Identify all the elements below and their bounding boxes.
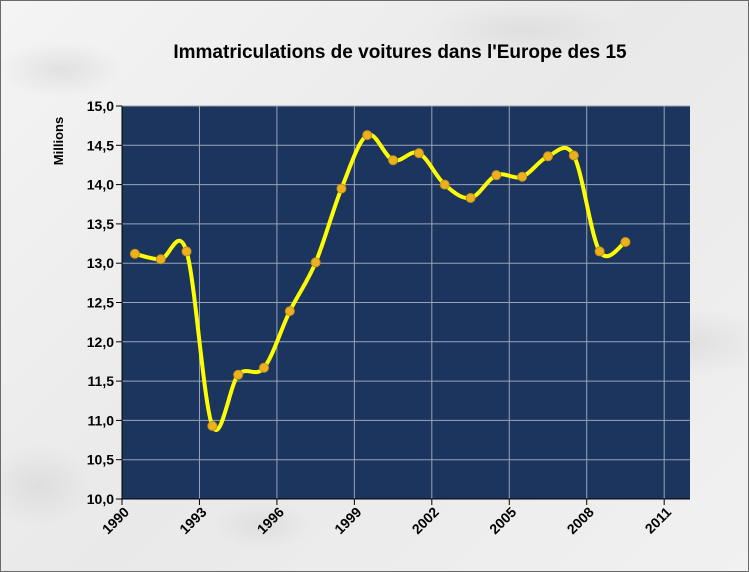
y-tick-label: 13,0 — [87, 255, 114, 271]
y-tick-label: 13,5 — [87, 216, 114, 232]
x-tick-label: 1993 — [176, 504, 209, 537]
y-tick-label: 11,5 — [88, 373, 115, 389]
data-point — [310, 257, 321, 268]
data-point — [568, 150, 579, 161]
data-point — [336, 183, 347, 194]
data-point — [465, 192, 476, 203]
data-points — [129, 130, 631, 431]
y-tick-label: 10,5 — [87, 452, 114, 468]
y-tick-label: 12,0 — [87, 334, 114, 350]
data-point — [207, 420, 218, 431]
data-point — [155, 254, 166, 265]
y-tick-label: 14,0 — [87, 177, 114, 193]
grid-lines — [121, 105, 690, 500]
x-tick-label: 1999 — [331, 504, 364, 537]
x-tick-label: 1996 — [254, 504, 287, 537]
x-tick-label: 1990 — [99, 504, 132, 537]
data-point — [129, 248, 140, 259]
axes — [116, 105, 690, 505]
data-point — [543, 151, 553, 162]
x-tick-label: 2002 — [409, 504, 442, 537]
x-tick-label: 2008 — [564, 504, 597, 537]
y-tick-label: 15,0 — [87, 98, 114, 114]
data-point — [517, 171, 528, 182]
data-point — [439, 179, 450, 190]
data-point — [413, 148, 424, 159]
y-tick-label: 10,0 — [87, 491, 114, 507]
y-tick-label: 11,0 — [88, 412, 115, 428]
data-point — [362, 130, 373, 141]
x-tick-label: 2005 — [486, 504, 519, 537]
data-point — [259, 362, 269, 373]
y-axis-label: Millions — [51, 117, 66, 165]
x-tick-labels: 1990 1993 1996 1999 2002 2005 2008 2011 — [99, 504, 675, 537]
data-point — [491, 170, 502, 181]
data-point — [388, 155, 399, 166]
data-point — [181, 246, 192, 257]
chart-title: Immatriculations de voitures dans l'Euro… — [173, 42, 627, 63]
y-tick-label: 14,5 — [87, 137, 114, 153]
data-point — [284, 306, 295, 317]
data-point — [594, 246, 605, 257]
data-point — [233, 369, 244, 380]
data-point — [620, 236, 631, 247]
y-tick-labels: 10,0 10,5 11,0 11,5 12,0 12,5 13,0 13,5 14,0 14,5… — [87, 98, 114, 507]
x-tick-label: 2011 — [642, 504, 675, 537]
y-tick-label: 12,5 — [87, 295, 114, 311]
